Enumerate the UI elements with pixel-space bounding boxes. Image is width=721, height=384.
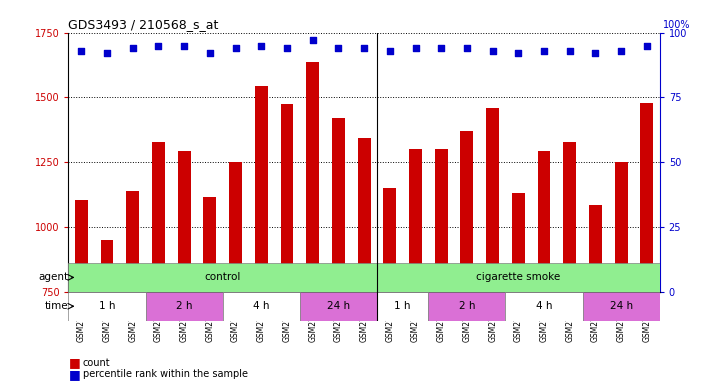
Point [435,45,447,51]
Bar [563,142,576,292]
Point [358,45,370,51]
Text: control: control [205,272,241,283]
Point [281,45,293,51]
Bar [75,200,88,292]
Bar [152,142,165,292]
Bar [68,263,377,292]
Point [513,50,524,56]
Point [564,48,575,54]
Text: 4 h: 4 h [253,301,270,311]
Point [127,45,138,51]
Bar [377,263,660,292]
Point [539,48,550,54]
Bar [615,162,627,292]
Text: 24 h: 24 h [327,301,350,311]
Point [410,45,421,51]
Point [230,45,242,51]
Text: 24 h: 24 h [609,301,633,311]
Point [307,37,319,43]
Bar [538,151,550,292]
Text: 100%: 100% [663,20,690,30]
Bar [640,103,653,292]
Point [178,43,190,49]
Bar [255,86,267,292]
Bar [589,205,602,292]
Point [76,48,87,54]
Bar [409,149,422,292]
Text: 1 h: 1 h [99,301,115,311]
Text: 2 h: 2 h [459,301,475,311]
Text: cigarette smoke: cigarette smoke [476,272,560,283]
Bar [377,292,428,321]
Bar [435,149,448,292]
Bar [461,131,474,292]
Bar [146,292,223,321]
Text: count: count [83,358,110,368]
Point [590,50,601,56]
Bar [229,162,242,292]
Bar [486,108,499,292]
Point [487,48,498,54]
Bar [332,118,345,292]
Bar [300,292,377,321]
Bar [428,292,505,321]
Point [384,48,396,54]
Bar [178,151,190,292]
Bar [306,63,319,292]
Text: 2 h: 2 h [176,301,193,311]
Point [153,43,164,49]
Bar [203,197,216,292]
Text: time: time [45,301,68,311]
Text: ■: ■ [68,368,80,381]
Bar [280,104,293,292]
Bar [68,292,146,321]
Point [616,48,627,54]
Text: agent: agent [38,272,68,283]
Point [204,50,216,56]
Text: ■: ■ [68,356,80,369]
Point [641,43,653,49]
Text: 4 h: 4 h [536,301,552,311]
Text: GDS3493 / 210568_s_at: GDS3493 / 210568_s_at [68,18,219,31]
Bar [223,292,300,321]
Bar [358,137,371,292]
Bar [505,292,583,321]
Bar [126,191,139,292]
Point [332,45,344,51]
Point [101,50,112,56]
Bar [512,194,525,292]
Text: 1 h: 1 h [394,301,411,311]
Bar [101,240,113,292]
Text: percentile rank within the sample: percentile rank within the sample [83,369,248,379]
Point [255,43,267,49]
Bar [384,188,397,292]
Bar [583,292,660,321]
Point [461,45,473,51]
